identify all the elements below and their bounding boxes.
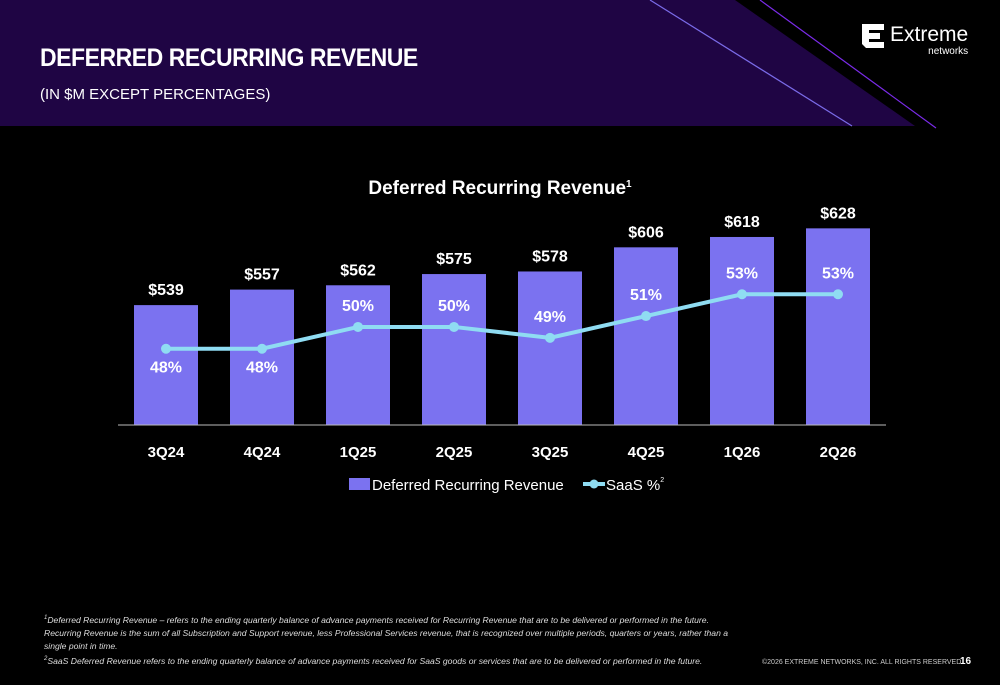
chart: Deferred Recurring Revenue1 $539 $557 $562… bbox=[118, 178, 886, 494]
decorative-line bbox=[649, 0, 853, 127]
saas-line bbox=[166, 292, 838, 351]
x-tick-label: 2Q25 bbox=[436, 444, 473, 461]
saas-value-label: 53% bbox=[822, 265, 854, 282]
x-tick-label: 3Q24 bbox=[148, 444, 185, 461]
bar-value-label: $606 bbox=[628, 224, 664, 241]
legend-label-line: SaaS %2 bbox=[606, 477, 664, 494]
page-title: DEFERRED RECURRING REVENUE bbox=[40, 44, 418, 72]
bar bbox=[518, 271, 582, 425]
company-logo: Extreme networks bbox=[862, 23, 969, 57]
logo-subtext: networks bbox=[928, 46, 969, 57]
saas-value-label: 48% bbox=[150, 360, 182, 377]
x-tick-label: 2Q26 bbox=[820, 444, 857, 461]
x-tick-label: 4Q25 bbox=[628, 444, 665, 461]
bar bbox=[326, 285, 390, 425]
x-tick-label: 1Q25 bbox=[340, 444, 377, 461]
bar-value-label: $575 bbox=[436, 251, 472, 268]
legend-label-bar: Deferred Recurring Revenue bbox=[372, 477, 564, 494]
bar-value-label: $628 bbox=[820, 205, 856, 222]
x-tick-label: 3Q25 bbox=[532, 444, 569, 461]
copyright: ©2026 EXTREME NETWORKS, INC. ALL RIGHTS … bbox=[762, 659, 964, 666]
bar bbox=[614, 247, 678, 425]
saas-value-label: 51% bbox=[630, 287, 662, 304]
saas-value-label: 48% bbox=[246, 360, 278, 377]
legend-swatch-bar bbox=[349, 478, 370, 490]
bar-value-label: $562 bbox=[340, 262, 376, 279]
saas-value-label: 50% bbox=[438, 298, 470, 315]
saas-point bbox=[737, 289, 747, 300]
x-tick-label: 4Q24 bbox=[244, 444, 281, 461]
bar bbox=[134, 305, 198, 425]
saas-point bbox=[641, 311, 651, 322]
extreme-logo-icon bbox=[862, 24, 884, 48]
bar-value-label: $618 bbox=[724, 214, 760, 231]
saas-point bbox=[257, 343, 267, 354]
saas-point bbox=[353, 321, 363, 332]
bar bbox=[422, 274, 486, 425]
bar-value-label: $557 bbox=[244, 267, 280, 284]
bar-value-label: $578 bbox=[532, 248, 568, 265]
legend: Deferred Recurring Revenue SaaS %2 bbox=[349, 477, 664, 494]
bar-value-label: $539 bbox=[148, 282, 184, 299]
x-tick-label: 1Q26 bbox=[724, 444, 761, 461]
page-subtitle: (IN $M EXCEPT PERCENTAGES) bbox=[40, 86, 271, 103]
saas-point bbox=[833, 289, 843, 300]
page-number: 16 bbox=[960, 656, 972, 667]
saas-point bbox=[545, 332, 555, 343]
footnote-1: 1Deferred Recurring Revenue – refers to … bbox=[44, 614, 729, 651]
saas-value-label: 53% bbox=[726, 265, 758, 282]
logo-text: Extreme bbox=[890, 23, 969, 46]
header-band bbox=[0, 0, 915, 126]
bar bbox=[806, 228, 870, 425]
footnote-2: 2SaaS Deferred Revenue refers to the end… bbox=[44, 655, 703, 666]
footnotes: 1Deferred Recurring Revenue – refers to … bbox=[44, 612, 744, 668]
saas-value-label: 50% bbox=[342, 298, 374, 315]
bar bbox=[710, 236, 774, 425]
saas-point bbox=[161, 343, 171, 354]
saas-point bbox=[449, 321, 459, 332]
saas-value-label: 49% bbox=[534, 309, 566, 326]
bar bbox=[230, 289, 294, 425]
decorative-line bbox=[759, 0, 937, 129]
legend-marker bbox=[589, 479, 599, 489]
chart-title: Deferred Recurring Revenue1 bbox=[368, 178, 632, 199]
